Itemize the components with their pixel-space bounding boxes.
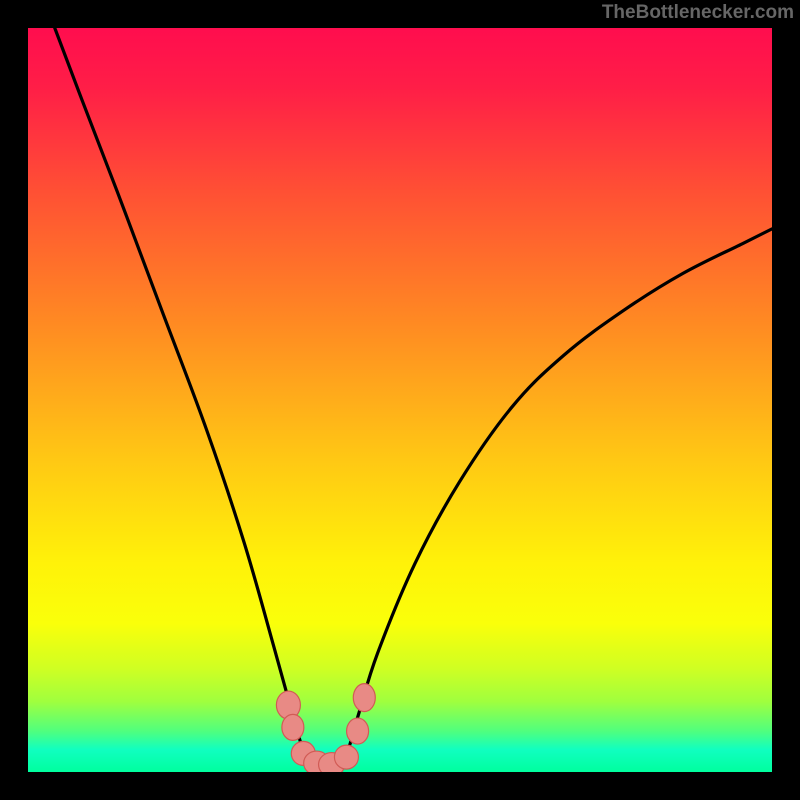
curve-marker — [282, 714, 304, 740]
curve-marker — [347, 718, 369, 744]
curve-marker — [353, 684, 375, 712]
chart-background-gradient — [28, 28, 772, 772]
bottleneck-chart-svg — [0, 0, 800, 800]
chart-canvas: TheBottlenecker.com — [0, 0, 800, 800]
curve-marker — [334, 745, 358, 769]
watermark-text: TheBottlenecker.com — [602, 2, 794, 24]
